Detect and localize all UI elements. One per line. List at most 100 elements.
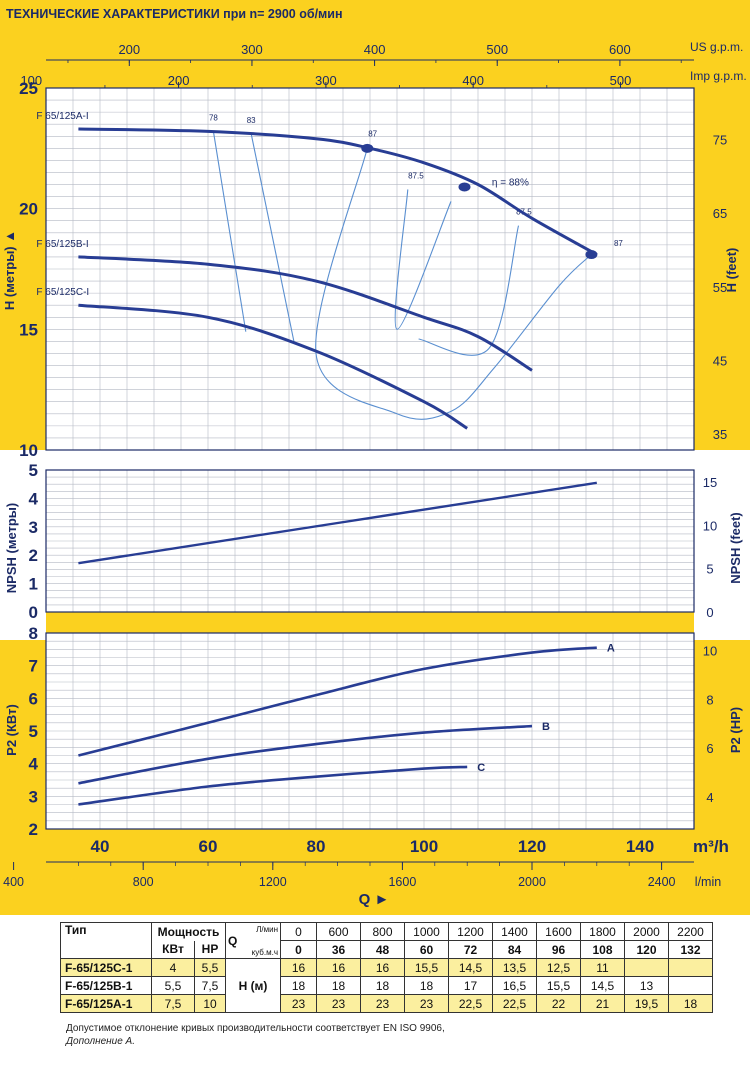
y-right-tick-label: 15: [703, 475, 717, 490]
row-h: 18: [316, 976, 361, 995]
y-right-tick-label: 10: [703, 518, 717, 533]
us-gpm-label: US g.p.m.: [690, 40, 743, 54]
head-curve: [78, 303, 468, 430]
q-axis-label: Q ►: [359, 891, 390, 908]
row-h: 16: [360, 958, 405, 977]
imp-gpm-tick-label: 300: [315, 73, 337, 88]
y-right-tick-label: 8: [706, 692, 713, 707]
y-tick-label: 8: [29, 624, 38, 643]
q-unit-m3h: куб.м.ч: [251, 947, 278, 957]
bep-point: [458, 182, 471, 192]
row-h: [668, 976, 713, 995]
y-right-tick-label: 75: [713, 133, 727, 148]
bep-point: [585, 250, 598, 260]
row-h: 14,5: [580, 976, 625, 995]
row-h: 19,5: [624, 994, 669, 1013]
row-h: 15,5: [404, 958, 449, 977]
efficiency-label: 78: [209, 114, 218, 123]
x-tick-label: 40: [91, 837, 110, 856]
efficiency-line: [394, 189, 452, 330]
q-lmin: 0: [280, 922, 317, 941]
table-row: F-65/125B-1 5,5 7,5 18 18 18 18 17 16,5 …: [60, 976, 713, 995]
q-units: Л/мин Q куб.м.ч: [225, 922, 281, 959]
power-series-label: A: [607, 643, 615, 655]
q-m3h: 108: [580, 940, 625, 959]
y-right-tick-label: 45: [713, 353, 727, 368]
row-h: 13: [624, 976, 669, 995]
y-axis-title: P2 (КВт): [4, 704, 19, 756]
y-tick-label: 2: [29, 820, 38, 839]
y-right-tick-label: 10: [703, 644, 717, 659]
h-label: H (м): [225, 958, 281, 1013]
x-tick-label: 120: [518, 837, 546, 856]
efficiency-label: 87: [368, 129, 377, 138]
footnote: Допустимое отклонение кривых производите…: [66, 1022, 445, 1048]
y-tick-label: 25: [19, 79, 38, 98]
row-kw: 7,5: [151, 994, 195, 1013]
y-right-tick-label: 4: [706, 790, 713, 805]
lmin-tick-label: 2400: [648, 875, 676, 889]
head-curve: [78, 255, 533, 372]
efficiency-line: [212, 131, 247, 332]
y-axis-title: H (метры) ▲: [2, 230, 17, 310]
q-m3h: 0: [280, 940, 317, 959]
us-gpm-tick-label: 600: [609, 42, 631, 57]
row-h: 14,5: [448, 958, 493, 977]
row-kw: 4: [151, 958, 195, 977]
q-m3h: 120: [624, 940, 669, 959]
head-curve: [78, 127, 598, 256]
power-series-label: B: [542, 721, 550, 733]
us-gpm-tick-label: 300: [241, 42, 263, 57]
row-h: 23: [280, 994, 317, 1013]
header-type: Тип: [60, 922, 152, 959]
q-lmin: 600: [316, 922, 361, 941]
x-tick-label: 80: [307, 837, 326, 856]
imp-gpm-label: Imp g.p.m.: [690, 69, 747, 83]
lmin-tick-label: 1200: [259, 875, 287, 889]
bep-point: [361, 143, 374, 153]
efficiency-line: [418, 225, 520, 356]
row-hp: 10: [194, 994, 226, 1013]
row-h: 12,5: [536, 958, 581, 977]
efficiency-label: 87: [614, 239, 623, 248]
header-power: Мощность: [151, 922, 226, 941]
row-h: 18: [280, 976, 317, 995]
lmin-tick-label: 1600: [388, 875, 416, 889]
row-h: 16,5: [492, 976, 537, 995]
q-lmin: 800: [360, 922, 405, 941]
q-label: Q: [228, 933, 238, 948]
lmin-unit-label: l/min: [695, 875, 721, 889]
y-right-tick-label: 65: [713, 206, 727, 221]
row-hp: 7,5: [194, 976, 226, 995]
y-right-axis-title: NPSH (feet): [728, 512, 743, 584]
row-type: F-65/125C-1: [60, 958, 152, 977]
row-h: 18: [360, 976, 405, 995]
y-tick-label: 3: [29, 787, 38, 806]
x-unit-label: m³/h: [693, 837, 729, 856]
row-type: F-65/125A-1: [60, 994, 152, 1013]
row-h: [668, 958, 713, 977]
q-m3h: 132: [668, 940, 713, 959]
y-tick-label: 20: [19, 200, 38, 219]
row-h: 23: [316, 994, 361, 1013]
y-tick-label: 3: [29, 518, 38, 537]
row-h: 11: [580, 958, 625, 977]
lmin-tick-label: 2000: [518, 875, 546, 889]
header-kw: КВт: [151, 940, 195, 959]
y-right-tick-label: 35: [713, 427, 727, 442]
footnote-line2: Дополнение А.: [66, 1036, 136, 1047]
row-h: 16: [316, 958, 361, 977]
imp-gpm-tick-label: 400: [462, 73, 484, 88]
row-h: 16: [280, 958, 317, 977]
power-series-label: C: [477, 762, 485, 774]
efficiency-annotation: η = 88%: [492, 178, 529, 189]
q-unit-lmin: Л/мин: [256, 924, 278, 934]
performance-charts: 1015202501234523456783545556575051015468…: [0, 0, 750, 915]
efficiency-line: [315, 148, 592, 420]
row-type: F-65/125B-1: [60, 976, 152, 995]
x-tick-label: 60: [199, 837, 218, 856]
plot-frame-p2: [45, 632, 695, 830]
x-tick-label: 100: [410, 837, 438, 856]
q-m3h: 60: [404, 940, 449, 959]
row-h: [624, 958, 669, 977]
